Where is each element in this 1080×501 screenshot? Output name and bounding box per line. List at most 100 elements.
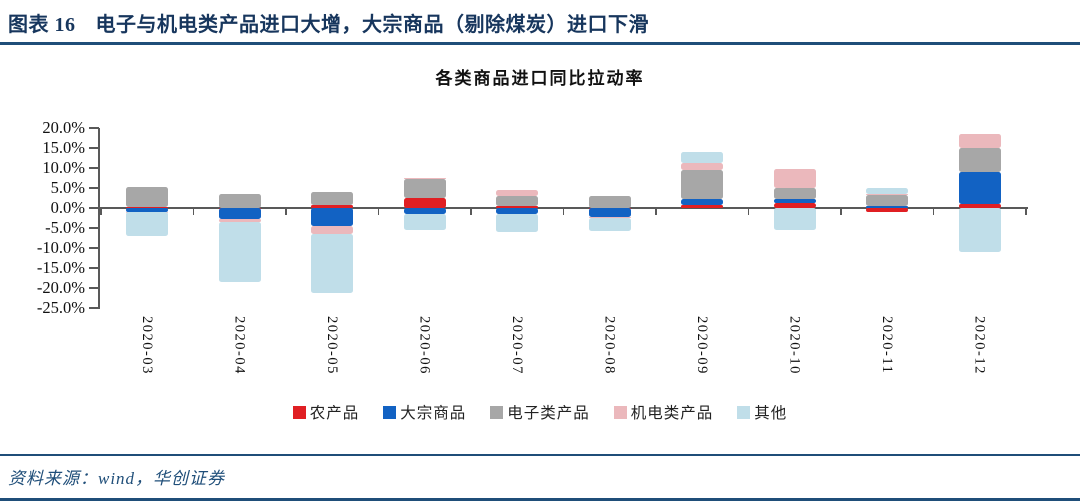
- chart-title: 各类商品进口同比拉动率: [435, 69, 645, 88]
- legend-item: 其他: [737, 401, 787, 423]
- bar-segment: [681, 198, 723, 205]
- bar-segment: [958, 134, 1001, 149]
- y-axis-tick: [89, 307, 99, 309]
- y-axis-label: 5.0%: [50, 178, 85, 197]
- legend-swatch-icon: [613, 405, 627, 419]
- bar-segment: [866, 188, 908, 195]
- bar-segment: [403, 178, 446, 198]
- bar-segment: [126, 212, 168, 236]
- legend-swatch-icon: [292, 405, 306, 419]
- x-axis-tick: [285, 209, 287, 215]
- bar-segment: [311, 191, 353, 206]
- bar-segment: [311, 234, 353, 294]
- figure-title: 电子与机电类产品进口大增，大宗商品（剔除煤炭）进口下滑: [95, 14, 649, 36]
- y-axis-label: -20.0%: [36, 278, 85, 297]
- x-axis-tick: [192, 209, 195, 215]
- bar-segment: [126, 206, 168, 208]
- bar-segment: [496, 206, 538, 208]
- bar-segment: [866, 208, 908, 212]
- x-axis-tick: [562, 209, 565, 215]
- legend-label: 其他: [754, 405, 788, 422]
- bar-segment: [126, 208, 168, 212]
- legend-item: 大宗商品: [383, 401, 466, 423]
- bar-segment: [496, 190, 538, 196]
- bar-segment: [311, 225, 353, 234]
- bar-segment: [866, 194, 908, 206]
- x-axis-tick: [377, 209, 380, 215]
- x-axis-label: 2020-03: [139, 316, 155, 375]
- bar-segment: [403, 214, 446, 230]
- legend-item: 机电类产品: [613, 401, 714, 423]
- x-axis-tick: [100, 209, 102, 215]
- x-axis-label: 2020-10: [786, 316, 803, 375]
- y-axis-tick: [89, 207, 99, 209]
- figure-header: 图表 16 电子与机电类产品进口大增，大宗商品（剔除煤炭）进口下滑: [8, 8, 649, 37]
- bar-segment: [496, 195, 538, 206]
- bar-segment: [403, 208, 446, 215]
- x-axis-tick: [932, 209, 935, 215]
- bar-segment: [681, 151, 723, 164]
- bar-segment: [588, 196, 631, 208]
- bar-segment: [218, 222, 261, 282]
- bar-segment: [218, 208, 261, 219]
- y-axis-tick: [89, 187, 99, 189]
- bar-segment: [588, 208, 631, 218]
- y-axis-label: 20.0%: [42, 118, 85, 137]
- footer-divider: [0, 454, 1080, 456]
- y-axis-label: 0.0%: [50, 198, 85, 217]
- y-axis-label: -10.0%: [36, 238, 85, 257]
- y-axis-label: -5.0%: [45, 218, 85, 237]
- x-axis-tick: [747, 209, 750, 215]
- y-axis-tick: [89, 227, 99, 229]
- bar-segment: [403, 197, 446, 208]
- legend-label: 大宗商品: [400, 405, 467, 422]
- bar-segment: [126, 211, 168, 213]
- y-axis-label: 15.0%: [42, 138, 85, 157]
- legend-swatch-icon: [383, 405, 397, 419]
- bar-segment: [773, 208, 816, 230]
- bar-segment: [681, 163, 723, 170]
- legend-label: 电子类产品: [507, 405, 590, 422]
- bar-segment: [773, 203, 816, 208]
- y-axis-label: 10.0%: [42, 158, 85, 177]
- y-axis-tick: [89, 167, 99, 169]
- bar-segment: [588, 217, 631, 231]
- bar-segment: [773, 169, 816, 189]
- bottom-border: [0, 498, 1080, 501]
- legend-swatch-icon: [737, 405, 751, 419]
- y-axis-tick: [89, 147, 99, 149]
- source-note: 资料来源：wind，华创证券: [8, 469, 226, 488]
- y-axis-line: [98, 128, 100, 309]
- x-axis-label: 2020-12: [971, 316, 988, 375]
- bar-segment: [958, 208, 1001, 252]
- bar-segment: [218, 218, 261, 222]
- legend-label: 机电类产品: [630, 405, 714, 422]
- bar-segment: [311, 205, 353, 208]
- x-axis-label: 2020-09: [694, 316, 710, 375]
- bar-segment: [958, 171, 1001, 204]
- y-axis-tick: [89, 127, 99, 129]
- bar-segment: [773, 188, 816, 200]
- y-axis-tick: [89, 267, 99, 269]
- x-axis-label: 2020-11: [879, 316, 895, 375]
- legend-label: 农产品: [309, 405, 360, 422]
- legend-item: 农产品: [292, 401, 360, 423]
- bar-segment: [496, 213, 538, 232]
- x-axis-tick: [840, 209, 842, 215]
- bar-segment: [866, 206, 908, 208]
- bar-segment: [681, 169, 723, 199]
- bar-segment: [311, 208, 353, 226]
- y-axis-tick: [89, 287, 99, 289]
- bar-segment: [496, 208, 538, 214]
- bar-segment: [958, 148, 1001, 172]
- x-axis-label: 2020-05: [324, 316, 340, 375]
- x-axis-label: 2020-07: [509, 316, 525, 375]
- bar-segment: [958, 204, 1001, 208]
- header-divider: [0, 42, 1080, 45]
- x-axis-tick: [1025, 209, 1027, 215]
- legend-swatch-icon: [490, 405, 504, 419]
- x-axis-label: 2020-06: [416, 316, 433, 375]
- zero-axis-line: [98, 207, 1028, 209]
- x-axis-tick: [655, 209, 657, 215]
